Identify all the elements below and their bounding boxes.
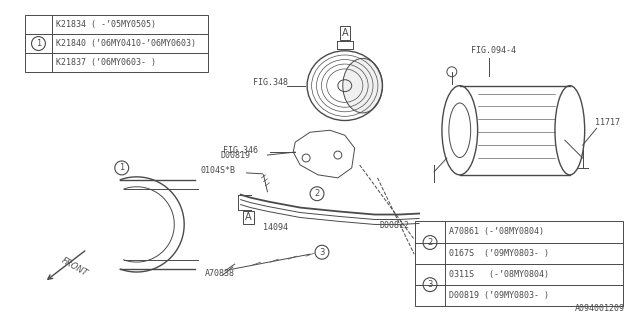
Text: A: A bbox=[245, 212, 252, 222]
Text: 3: 3 bbox=[428, 280, 433, 289]
Text: D00812: D00812 bbox=[380, 221, 410, 230]
Text: 14094: 14094 bbox=[262, 223, 287, 232]
Text: K21840 (’06MY0410-’06MY0603): K21840 (’06MY0410-’06MY0603) bbox=[56, 39, 196, 48]
Bar bbox=[24, 15, 208, 72]
Text: FIG.346: FIG.346 bbox=[223, 146, 258, 155]
Text: A094001209: A094001209 bbox=[575, 304, 625, 313]
Text: D00819 (’09MY0803- ): D00819 (’09MY0803- ) bbox=[449, 291, 549, 300]
Text: A: A bbox=[342, 28, 348, 38]
Text: 2: 2 bbox=[428, 238, 433, 247]
Text: FIG.094-4: FIG.094-4 bbox=[471, 46, 516, 55]
Text: 1: 1 bbox=[36, 39, 41, 48]
Text: A70838: A70838 bbox=[205, 268, 235, 277]
Bar bbox=[415, 221, 623, 306]
Text: 3: 3 bbox=[319, 248, 324, 257]
Text: A70861 (-’08MY0804): A70861 (-’08MY0804) bbox=[449, 228, 544, 236]
Text: FIG.348: FIG.348 bbox=[253, 78, 287, 87]
Ellipse shape bbox=[343, 58, 383, 113]
Text: FRONT: FRONT bbox=[60, 256, 89, 278]
Text: K21837 (’06MY0603- ): K21837 (’06MY0603- ) bbox=[56, 58, 156, 67]
Text: 0167S  (’09MY0803- ): 0167S (’09MY0803- ) bbox=[449, 249, 549, 258]
Text: 0104S*B: 0104S*B bbox=[200, 166, 235, 175]
Text: 2: 2 bbox=[314, 189, 319, 198]
Text: 11717: 11717 bbox=[595, 118, 620, 127]
Text: K21834 ( -’05MY0505): K21834 ( -’05MY0505) bbox=[56, 20, 156, 29]
Text: D00819: D00819 bbox=[221, 150, 251, 160]
Text: 1: 1 bbox=[119, 164, 124, 172]
Text: 0311S   (-’08MY0804): 0311S (-’08MY0804) bbox=[449, 270, 549, 279]
